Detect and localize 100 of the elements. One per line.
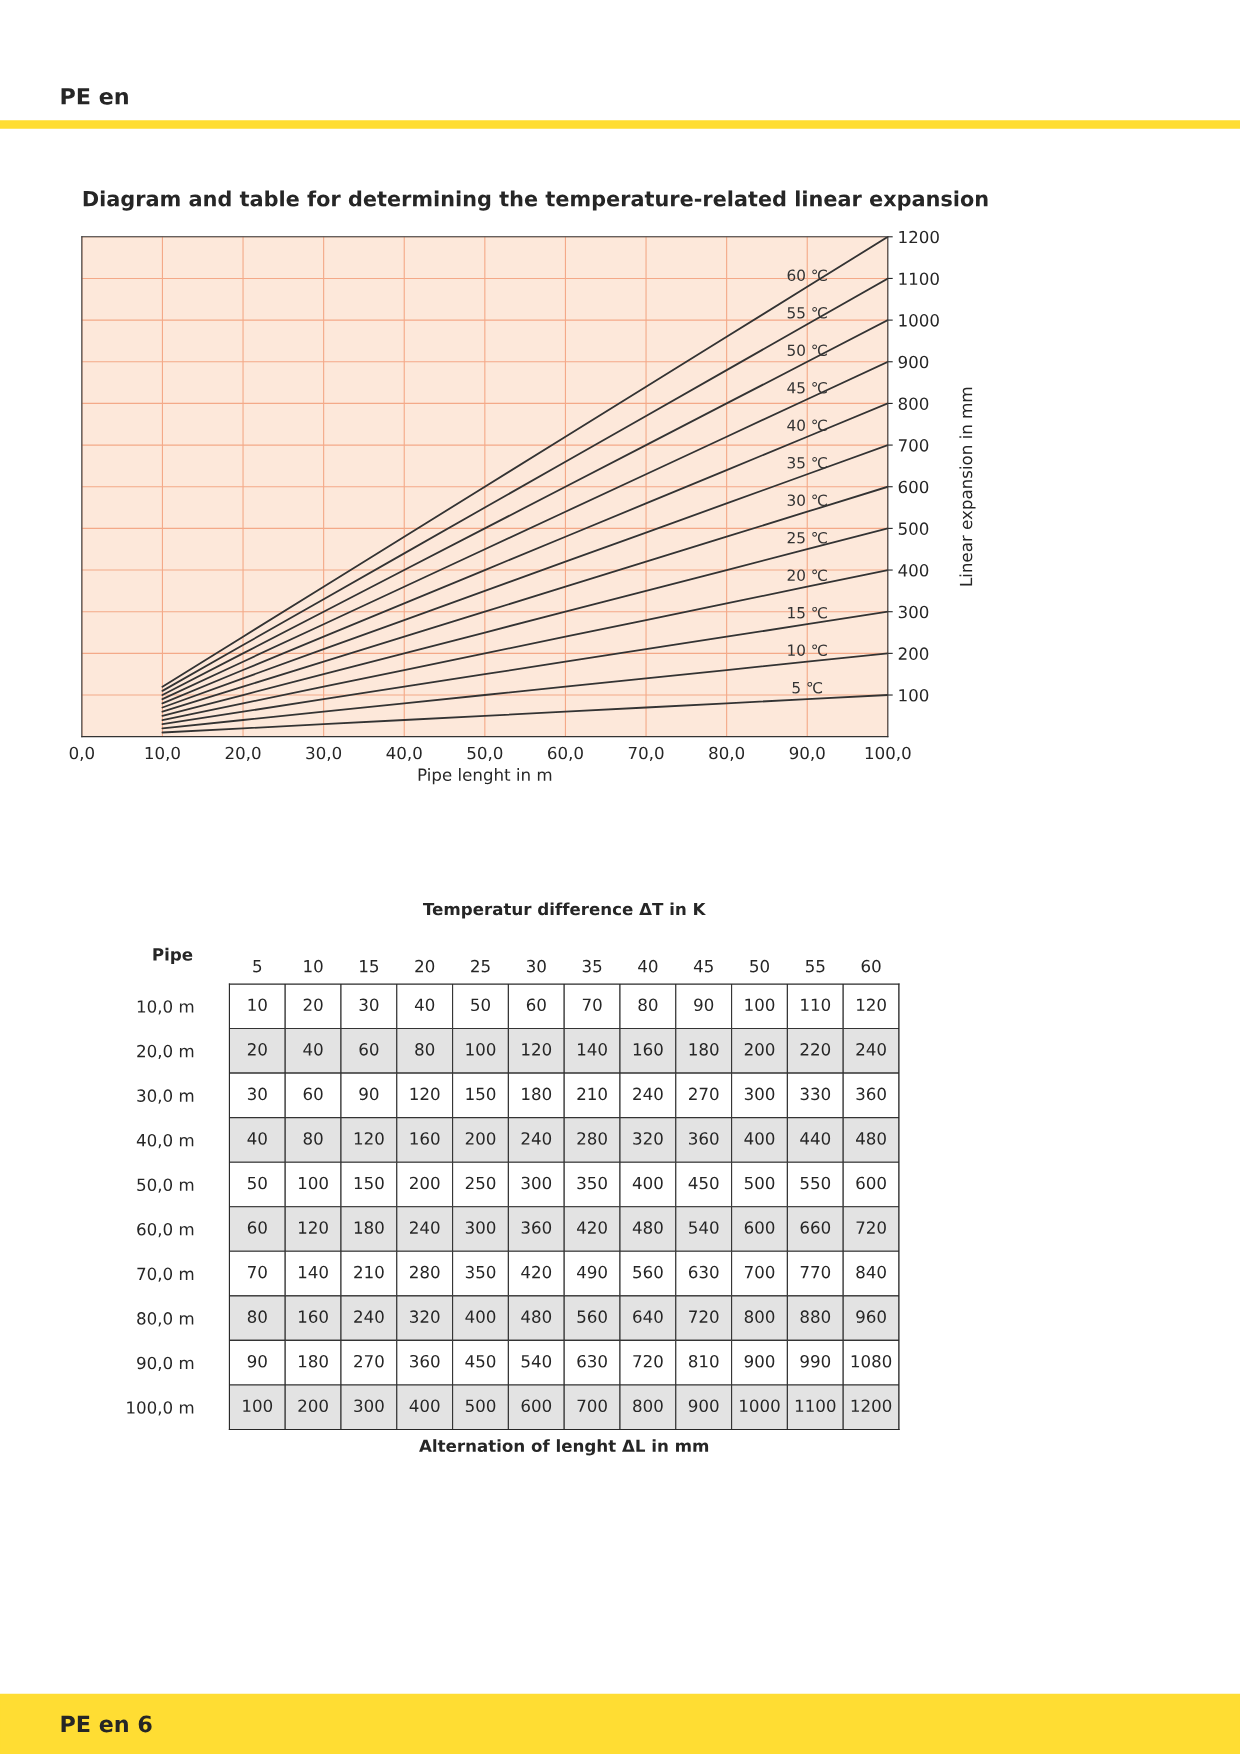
line-series: [161, 569, 888, 721]
data-label: 350: [577, 1176, 607, 1190]
data-label: 160: [299, 1310, 328, 1323]
data-label: 250: [465, 1176, 496, 1190]
data-label: 120: [410, 1087, 440, 1101]
x-tick-label: 0,0: [69, 746, 94, 761]
data-label: 420: [577, 1221, 607, 1234]
data-label: 40: [303, 1043, 323, 1056]
data-label: 280: [577, 1132, 607, 1145]
x-axis-title: Pipe lenght in m: [418, 768, 552, 785]
data-label: 700: [744, 1265, 775, 1279]
data-label: 30: [247, 1087, 267, 1101]
data-label: 90: [359, 1087, 379, 1101]
data-label: 800: [633, 1399, 663, 1413]
data-label: 500: [744, 1176, 775, 1190]
data-label: 80: [247, 1310, 267, 1323]
data-label: 630: [688, 1265, 719, 1279]
data-label: 440: [800, 1132, 831, 1145]
y-tick-label: 50,0 m: [137, 1178, 194, 1193]
data-label: 100: [745, 998, 775, 1012]
data-label: 100: [299, 1176, 328, 1190]
x-tick-label: 50,0: [467, 746, 503, 761]
data-label: 360: [689, 1132, 719, 1145]
data-label: 70: [582, 998, 602, 1012]
text: Alternation of lenght ΔL in mm: [419, 1439, 709, 1456]
y-tick-label: 300: [898, 605, 929, 619]
data-label: 600: [521, 1399, 552, 1413]
data-label: 100: [466, 1043, 496, 1056]
x-tick-label: 10: [304, 959, 323, 973]
y-tick-label: 700: [898, 439, 929, 452]
series-label: 55 ℃: [787, 306, 827, 319]
x-tick-label: 15: [360, 960, 379, 973]
data-label: 240: [521, 1132, 552, 1145]
x-tick-label: 100,0: [865, 746, 911, 761]
data-label: 540: [521, 1354, 552, 1368]
data-label: 300: [744, 1087, 775, 1101]
y-tick-label: 40,0 m: [136, 1133, 194, 1149]
data-label: 810: [688, 1354, 719, 1368]
series-label: 10 ℃: [788, 644, 827, 656]
data-label: 60: [359, 1043, 379, 1056]
x-tick-label: 30: [526, 959, 546, 973]
data-label: 60: [526, 998, 546, 1012]
data-label: 880: [800, 1310, 831, 1323]
data-label: 90: [694, 998, 714, 1012]
y-tick-label: 100: [899, 688, 929, 702]
x-tick-label: 20: [415, 959, 435, 973]
y-tick-label: 1100: [899, 272, 939, 286]
data-label: 700: [577, 1399, 607, 1413]
chart-title: Diagram and table for determining the temperature-related linear expansion: [83, 190, 988, 211]
data-label: 960: [856, 1310, 886, 1323]
data-label: 480: [632, 1221, 663, 1234]
y-tick-label: 800: [898, 397, 929, 410]
x-tick-label: 90,0: [789, 746, 825, 761]
data-label: 350: [465, 1265, 496, 1279]
data-label: 150: [354, 1176, 384, 1190]
y-tick-label: 10,0 m: [137, 1000, 194, 1015]
data-label: 550: [800, 1176, 831, 1190]
data-label: 480: [856, 1132, 886, 1145]
line-series: [161, 694, 888, 734]
data-label: 140: [578, 1043, 607, 1056]
data-label: 80: [415, 1043, 435, 1056]
data-label: 900: [688, 1399, 719, 1413]
data-label: 360: [521, 1221, 552, 1234]
data-label: 540: [689, 1221, 719, 1234]
x-tick-label: 50: [750, 959, 769, 973]
data-label: 210: [354, 1265, 384, 1279]
data-label: 120: [522, 1043, 552, 1056]
data-label: 320: [633, 1132, 663, 1145]
data-label: 1080: [851, 1354, 892, 1368]
data-label: 300: [354, 1399, 384, 1413]
data-label: 400: [632, 1176, 663, 1190]
y-tick-label: 1200: [899, 230, 939, 244]
data-label: 140: [299, 1265, 328, 1279]
data-label: 800: [744, 1310, 775, 1323]
data-label: 120: [857, 998, 886, 1012]
y-tick-label: 100,0 m: [127, 1401, 194, 1416]
data-label: 480: [521, 1310, 552, 1323]
y-tick-label: 60,0 m: [137, 1222, 194, 1238]
data-label: 1100: [795, 1399, 836, 1413]
data-label: 300: [465, 1221, 496, 1234]
data-label: 630: [577, 1354, 607, 1368]
y-tick-label: 600: [898, 480, 929, 494]
data-label: 210: [577, 1087, 607, 1101]
x-tick-label: 40,0: [386, 746, 422, 761]
data-label: 240: [410, 1221, 440, 1234]
data-label: 660: [800, 1221, 831, 1234]
data-label: 150: [466, 1087, 496, 1101]
data-label: 160: [633, 1043, 663, 1056]
x-axis-title: Temperatur difference ΔT in K: [422, 902, 706, 919]
data-label: 400: [465, 1310, 496, 1323]
data-label: 120: [354, 1132, 384, 1145]
x-tick-label: 40: [638, 959, 658, 973]
data-label: 720: [633, 1354, 663, 1368]
data-label: 240: [856, 1043, 886, 1056]
data-label: 80: [303, 1132, 323, 1145]
x-tick-label: 70,0: [628, 746, 664, 761]
data-label: 180: [522, 1087, 552, 1101]
data-label: 360: [410, 1354, 440, 1368]
data-label: 840: [856, 1265, 886, 1279]
data-label: 40: [414, 998, 435, 1012]
